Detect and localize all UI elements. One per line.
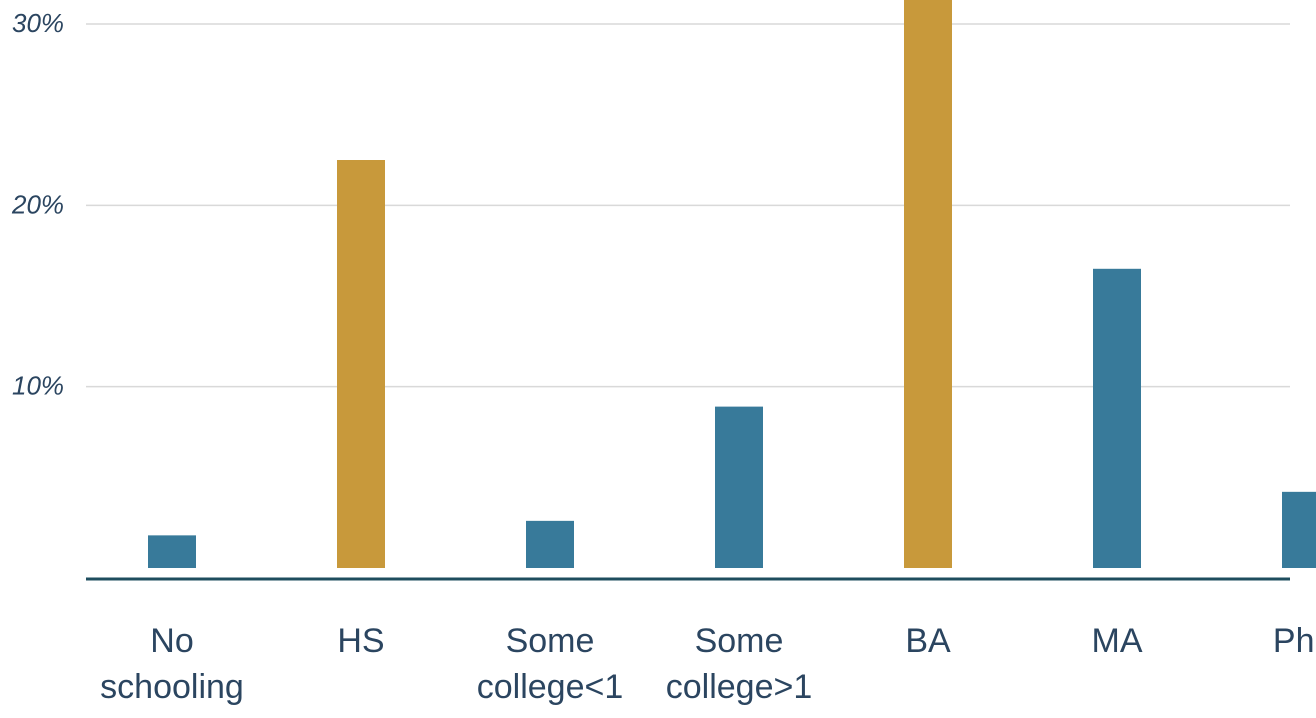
x-tick-label-line: college<1 — [477, 668, 624, 706]
x-tick-label: PhD — [1273, 622, 1316, 660]
bars — [148, 0, 1316, 569]
x-tick-label-line: PhD — [1273, 622, 1316, 660]
x-tick-label: Some college<1 — [477, 622, 624, 706]
x-tick-label-line: MA — [1092, 622, 1143, 660]
x-tick-label-line: HS — [337, 622, 384, 660]
x-tick-label-line: Some — [506, 622, 595, 660]
x-tick-label-line: schooling — [100, 668, 244, 706]
bar-ba — [904, 0, 952, 569]
y-tick-label: 20% — [11, 189, 64, 219]
bar-hs — [337, 160, 385, 568]
y-axis-ticks: 10% 20% 30% — [11, 8, 64, 401]
bar-some-college-1 — [715, 406, 763, 568]
bar-phd — [1282, 491, 1316, 568]
bar-some-college-1 — [526, 520, 574, 568]
x-tick-label-line: college>1 — [666, 668, 813, 706]
x-tick-label: No schooling — [100, 622, 244, 706]
y-tick-label: 30% — [12, 8, 64, 38]
x-tick-label-line: BA — [905, 622, 951, 660]
x-axis-labels: No schooling HS Some college<1 Some college>1 B… — [100, 622, 1316, 706]
bar-no-schooling — [148, 535, 196, 568]
x-tick-label: HS — [337, 622, 384, 660]
x-tick-label-line: No — [150, 622, 193, 660]
x-tick-label: MA — [1092, 622, 1143, 660]
y-tick-label: 10% — [12, 371, 64, 401]
bar-ma — [1093, 268, 1141, 568]
x-tick-label: Some college>1 — [666, 622, 813, 706]
x-tick-label: BA — [905, 622, 951, 660]
x-tick-label-line: Some — [695, 622, 784, 660]
gridlines — [86, 23, 1290, 388]
